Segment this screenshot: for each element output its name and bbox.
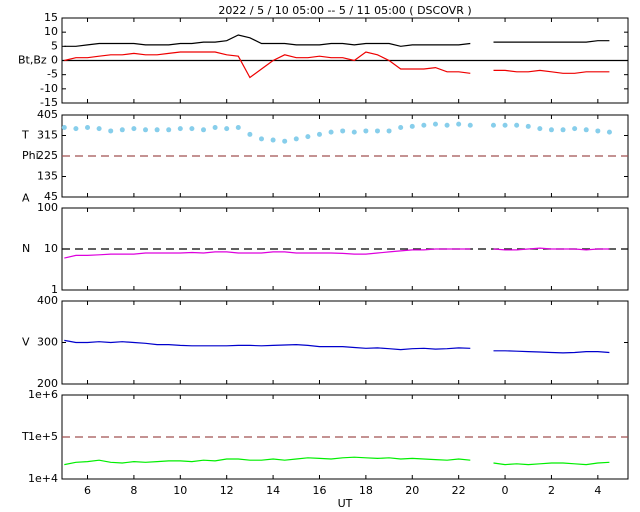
y-tick-label: -15 [40,96,58,109]
y-tick-label: 1 [51,283,58,296]
data-point [224,126,230,132]
x-tick-label: 20 [405,484,419,497]
data-point [409,123,415,129]
y-tick-label: 5 [51,39,58,52]
x-tick-label: 10 [173,484,187,497]
data-point [201,127,206,133]
data-point [328,129,334,135]
data-point [154,127,160,133]
x-tick-label: 12 [220,484,234,497]
y-axis-label: T [21,129,29,142]
y-tick-label: 45 [44,190,58,203]
data-point [386,128,392,134]
y-tick-label: 315 [37,129,58,142]
x-tick-label: 14 [266,484,280,497]
x-axis-label: UT [338,497,353,510]
y-tick-label: 405 [37,108,58,121]
x-tick-label: 8 [130,484,137,497]
y-tick-label: 1e+6 [28,388,58,401]
data-point [351,129,357,135]
data-point [398,125,404,131]
data-point [166,127,172,133]
data-point [595,128,601,134]
data-point [189,126,195,132]
data-point [282,138,288,144]
data-point [108,128,114,134]
y-tick-label: 200 [37,377,58,390]
y-axis-label: A [22,192,30,205]
data-line [64,339,610,354]
data-point [258,136,264,142]
y-tick-label: 10 [44,25,58,38]
y-tick-label: 300 [37,336,58,349]
y-tick-label: 135 [37,170,58,183]
data-point [85,125,91,131]
data-point [548,127,554,133]
y-tick-label: 100 [37,201,58,214]
data-point [537,126,543,132]
data-line [64,456,610,466]
y-axis-label: Bt,Bz [18,54,47,67]
x-tick-label: 2 [548,484,555,497]
x-tick-label: 6 [84,484,91,497]
y-tick-label: 0 [51,54,58,67]
y-tick-label: -10 [40,82,58,95]
data-point [502,122,508,128]
panel-frame [61,300,629,385]
data-point [270,137,276,143]
x-tick-label: 4 [594,484,601,497]
data-point [293,136,299,142]
y-tick-label: 15 [44,11,58,24]
data-point [606,129,612,135]
x-tick-label: 16 [312,484,326,497]
x-tick-label: 0 [502,484,509,497]
data-point [143,127,149,133]
y-axis-label: Phi [22,149,39,162]
data-point [316,131,322,137]
data-point [490,122,496,128]
data-point [340,128,346,134]
data-point [456,121,462,127]
data-point [444,122,450,128]
data-line [64,34,610,47]
y-tick-label: 225 [37,149,58,162]
data-point [583,127,589,133]
y-tick-label: 1e+4 [28,472,58,485]
data-point [432,121,438,127]
data-line [64,247,610,259]
data-point [363,128,369,134]
data-point [96,126,102,132]
data-point [73,126,79,132]
x-tick-label: 22 [452,484,466,497]
data-point [212,125,218,131]
y-axis-label: N [22,242,30,255]
chart-title: 2022 / 5 / 10 05:00 -- 5 / 11 05:00 ( DS… [218,4,471,17]
data-point [514,122,520,128]
data-point [374,128,380,134]
y-tick-label: 1e+5 [28,430,58,443]
data-line [64,51,610,79]
data-point [247,131,253,137]
y-tick-label: -5 [47,68,58,81]
data-point [467,122,473,128]
data-point [421,122,427,128]
data-point [177,126,183,132]
y-axis-label: T [21,430,29,443]
data-point [131,126,137,132]
data-point [525,123,531,129]
data-point [235,125,241,131]
data-point [572,126,578,132]
y-axis-label: V [22,336,30,349]
data-point [560,127,566,133]
y-tick-label: 400 [37,294,58,307]
y-tick-label: 10 [44,242,58,255]
data-point [119,127,125,133]
data-point [61,125,67,131]
data-point [305,134,311,140]
x-tick-label: 18 [359,484,373,497]
